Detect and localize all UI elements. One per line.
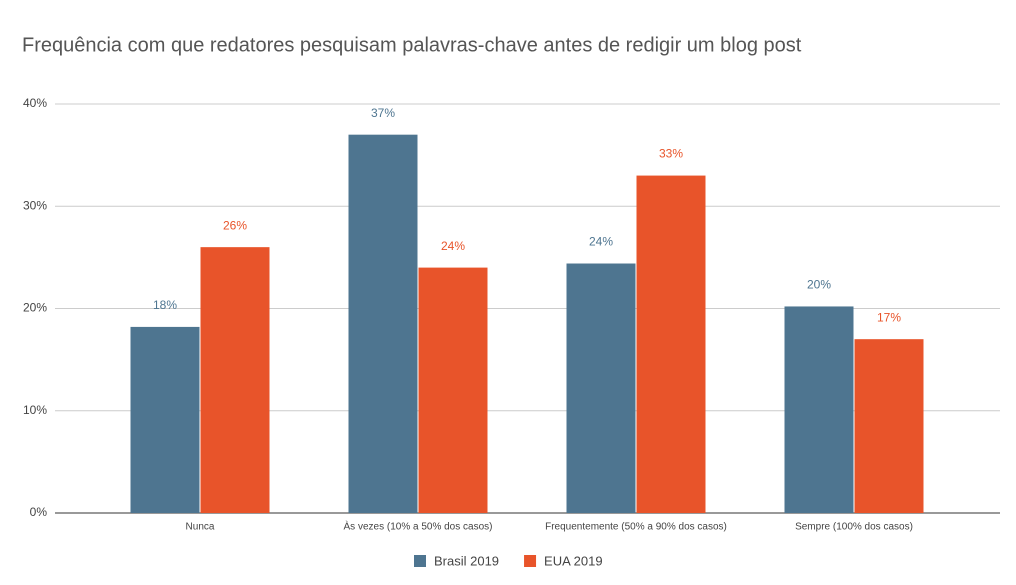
y-tick-label: 10%: [23, 403, 47, 417]
value-label: 33%: [659, 147, 683, 161]
bar: [348, 134, 418, 514]
legend-swatch: [414, 555, 426, 567]
legend-label: Brasil 2019: [434, 553, 499, 568]
legend-label: EUA 2019: [544, 553, 603, 568]
bar: [636, 175, 706, 513]
x-tick-label: Às vezes (10% a 50% dos casos): [344, 520, 493, 533]
value-label: 37%: [371, 106, 395, 120]
legend-swatch: [524, 555, 537, 567]
y-tick-label: 30%: [23, 198, 47, 212]
value-label: 17%: [877, 310, 901, 324]
value-label: 20%: [807, 278, 831, 292]
bar: [566, 263, 636, 513]
bar: [854, 339, 924, 513]
value-label: 24%: [589, 235, 613, 249]
y-tick-label: 40%: [23, 96, 47, 110]
chart-title: Frequência com que redatores pesquisam p…: [22, 34, 802, 56]
bar: [418, 267, 488, 513]
y-tick-label: 20%: [23, 301, 47, 315]
bar: [784, 306, 854, 513]
x-tick-label: Frequentemente (50% a 90% dos casos): [545, 522, 727, 533]
bar: [200, 247, 270, 513]
x-tick-label: Nunca: [186, 522, 215, 533]
value-label: 18%: [153, 298, 177, 312]
bar: [130, 326, 200, 513]
x-tick-label: Sempre (100% dos casos): [795, 522, 913, 533]
value-label: 24%: [441, 239, 465, 253]
value-label: 26%: [223, 218, 247, 232]
y-tick-label: 0%: [30, 505, 48, 519]
